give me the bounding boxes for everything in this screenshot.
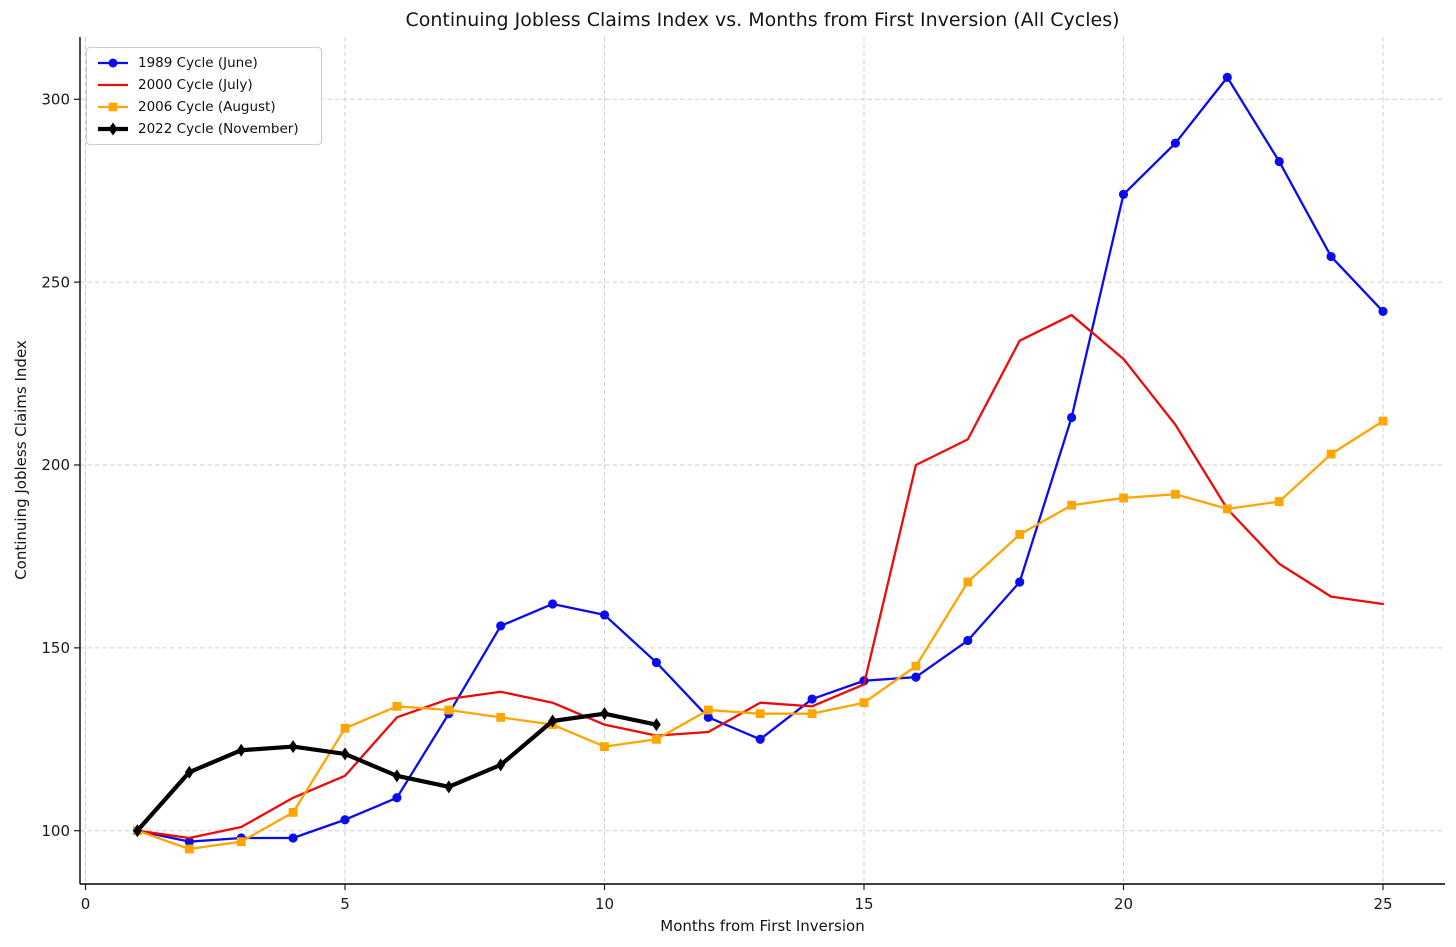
- marker-circle: [1378, 306, 1388, 317]
- marker-circle: [548, 599, 558, 609]
- tick-labels: 0 5 10 15 20 25 100 150 200 250 300: [41, 91, 1392, 914]
- y-tick-label: 200: [41, 456, 70, 474]
- marker-square: [1171, 489, 1180, 499]
- marker-square: [236, 837, 246, 847]
- marker-diamond: [548, 714, 557, 728]
- marker-circle: [1067, 412, 1077, 423]
- marker-circle: [703, 712, 713, 722]
- series-2006: [133, 416, 1388, 854]
- legend-label-2022: 2022 Cycle (November): [138, 121, 299, 137]
- marker-square: [496, 712, 506, 722]
- marker-diamond: [133, 824, 142, 838]
- marker-diamond: [496, 758, 506, 772]
- marker-square: [1222, 504, 1232, 514]
- marker-square: [652, 734, 661, 744]
- marker-diamond: [340, 747, 350, 761]
- legend-item-2022: 2022 Cycle (November): [87, 118, 321, 140]
- marker-circle: [1222, 72, 1232, 82]
- y-axis-label: Continuing Jobless Claims Index: [12, 340, 30, 580]
- y-tick-label: 250: [41, 273, 70, 291]
- marker-square: [444, 705, 454, 715]
- marker-square: [1015, 530, 1025, 539]
- legend-item-2006: 2006 Cycle (August): [87, 96, 321, 118]
- x-tick-label: 0: [81, 895, 91, 913]
- legend: 1989 Cycle (June) 2000 Cycle (July) 2006…: [86, 47, 322, 145]
- ticks: [74, 98, 1384, 890]
- x-tick-label: 5: [340, 895, 350, 913]
- marker-circle: [288, 833, 298, 843]
- y-tick-label: 150: [41, 639, 70, 657]
- marker-square: [859, 698, 869, 708]
- legend-swatch-2022-icon: [98, 122, 128, 136]
- marker-circle: [963, 635, 973, 646]
- marker-circle: [340, 815, 350, 825]
- marker-circle: [911, 672, 921, 682]
- marker-diamond: [652, 718, 661, 732]
- gridlines: [80, 37, 1445, 884]
- marker-square: [600, 742, 609, 751]
- series-2022: [133, 707, 661, 838]
- marker-circle: [496, 621, 506, 631]
- marker-square: [755, 709, 765, 719]
- marker-circle: [1118, 189, 1129, 199]
- marker-circle: [1015, 577, 1025, 587]
- marker-diamond: [184, 765, 194, 779]
- x-tick-label: 15: [854, 895, 873, 913]
- marker-diamond: [444, 780, 454, 794]
- marker-square: [1067, 500, 1076, 510]
- y-tick-label: 300: [41, 91, 70, 109]
- x-tick-label: 10: [595, 895, 614, 913]
- marker-square: [288, 808, 298, 817]
- series-2000: [136, 313, 1385, 840]
- legend-item-1989: 1989 Cycle (June): [87, 52, 321, 74]
- x-tick-label: 25: [1373, 895, 1392, 913]
- legend-swatch-2000-icon: [98, 83, 128, 87]
- series-1989: [132, 72, 1388, 847]
- marker-diamond: [392, 769, 402, 783]
- marker-circle: [755, 734, 765, 744]
- legend-item-2000: 2000 Cycle (July): [87, 74, 321, 96]
- chart-title: Continuing Jobless Claims Index vs. Mont…: [405, 9, 1120, 31]
- marker-square: [1326, 449, 1336, 459]
- marker-circle: [807, 694, 817, 704]
- marker-diamond: [288, 740, 298, 754]
- marker-square: [807, 709, 817, 719]
- legend-label-1989: 1989 Cycle (June): [138, 55, 258, 71]
- legend-label-2000: 2000 Cycle (July): [138, 77, 253, 93]
- marker-square: [911, 661, 921, 671]
- marker-circle: [599, 610, 610, 620]
- x-axis-label: Months from First Inversion: [660, 917, 865, 935]
- marker-square: [963, 577, 973, 587]
- legend-swatch-2006-icon: [98, 102, 128, 112]
- marker-square: [1378, 416, 1388, 426]
- marker-circle: [651, 657, 662, 668]
- marker-square: [1274, 497, 1284, 506]
- marker-square: [703, 705, 713, 715]
- marker-square: [340, 723, 350, 733]
- y-tick-label: 100: [41, 822, 70, 840]
- marker-square: [184, 844, 194, 854]
- marker-square: [1119, 493, 1128, 503]
- marker-circle: [1170, 138, 1180, 148]
- spines: [79, 37, 1445, 885]
- marker-circle: [1274, 156, 1284, 167]
- marker-circle: [392, 793, 402, 803]
- legend-label-2006: 2006 Cycle (August): [138, 99, 276, 115]
- series-line: [136, 313, 1385, 840]
- x-tick-label: 20: [1114, 895, 1133, 913]
- legend-swatch-1989-icon: [98, 58, 128, 68]
- marker-circle: [184, 837, 194, 847]
- marker-circle: [1326, 251, 1336, 262]
- marker-diamond: [600, 707, 609, 721]
- marker-square: [392, 701, 402, 711]
- marker-diamond: [236, 743, 246, 757]
